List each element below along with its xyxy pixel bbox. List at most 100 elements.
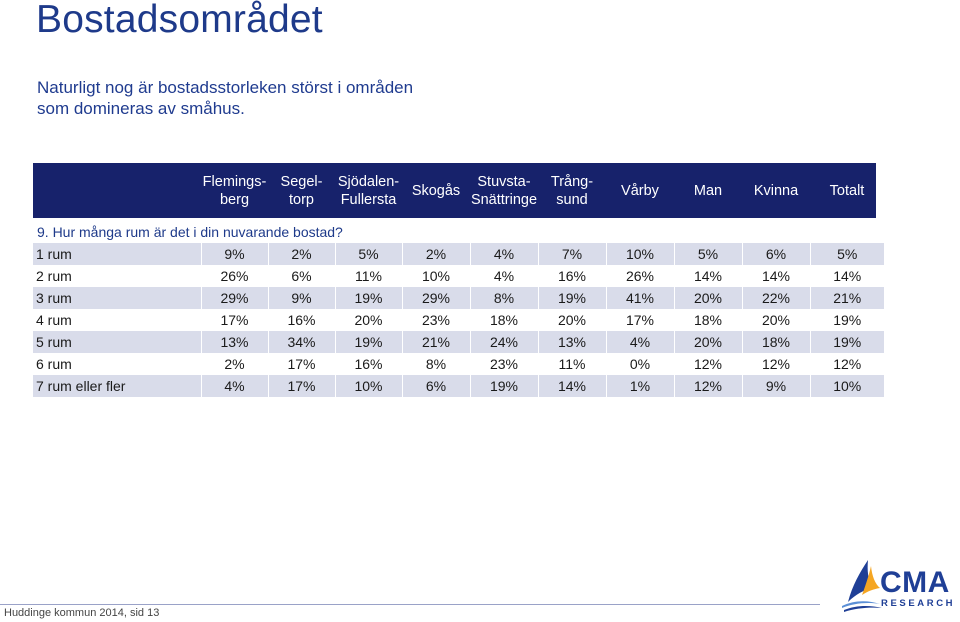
table-cell: 8% [401, 353, 470, 375]
column-header: Sjödalen- Fullersta [335, 163, 402, 218]
table-cell: 23% [401, 309, 470, 331]
column-header: Trång-sund [538, 163, 606, 218]
footer-text: Huddinge kommun 2014, sid 13 [4, 607, 160, 619]
table-cell: 8% [469, 287, 538, 309]
table-cell: 14% [537, 375, 606, 397]
column-header-label: Totalt [830, 182, 865, 200]
table-row: 7 rum eller fler 4% 17% 10% 6% 19% 14% 1% 12% 9% 1… [33, 375, 884, 397]
column-header: Man [674, 163, 742, 218]
table-cell: 5% [809, 243, 884, 265]
table-cell: 18% [469, 309, 538, 331]
table-cell: 16% [267, 309, 335, 331]
row-label: 2 rum [36, 268, 72, 284]
column-header: Totalt [810, 163, 884, 218]
row-label: 4 rum [36, 312, 72, 328]
table-cell: 18% [673, 309, 742, 331]
cma-logo-sail-icon [842, 560, 882, 612]
row-label: 7 rum eller fler [33, 375, 201, 397]
table-cell: 20% [537, 309, 606, 331]
column-header: Stuvsta- Snättringe [470, 163, 538, 218]
row-label: 5 rum [33, 331, 201, 353]
column-header-line: Vårby [621, 182, 659, 199]
table-cell: 11% [537, 353, 606, 375]
column-header-line: Kvinna [753, 182, 799, 199]
column-header: Flemings-berg [201, 163, 268, 218]
table-cell: 26% [200, 265, 268, 287]
table-cell: 19% [334, 287, 402, 309]
table-cell: 23% [469, 353, 538, 375]
column-header: Skogås [402, 163, 470, 218]
column-header-line: Segel- [280, 173, 323, 190]
column-header: Kvinna [742, 163, 810, 218]
table-cell: 20% [741, 309, 810, 331]
table-cell: 26% [605, 265, 674, 287]
table-row: 6 rum 2% 17% 16% 8% 23% 11% 0% 12% 12% 12% [33, 353, 884, 375]
table-cell: 9% [200, 243, 268, 265]
subtitle-line-2: som domineras av småhus. [37, 99, 245, 118]
table-cell: 19% [334, 331, 402, 353]
column-header-line: torp [288, 191, 314, 208]
column-header-label: Segel-torp [281, 173, 323, 209]
column-header-line: Totalt [829, 182, 865, 199]
table-cell: 9% [741, 375, 810, 397]
column-header-line: Flemings- [202, 173, 267, 190]
table-cell: 20% [673, 287, 742, 309]
table-cell: 5% [673, 243, 742, 265]
column-header-label: Man [694, 182, 722, 200]
table-cell: 22% [741, 287, 810, 309]
table-cell: 14% [741, 265, 810, 287]
table-cell: 10% [401, 265, 470, 287]
table-cell: 10% [809, 375, 884, 397]
column-header-label: Flemings-berg [203, 173, 267, 209]
column-header-line: Skogås [411, 182, 461, 199]
table-cell: 10% [334, 375, 402, 397]
table-cell: 2% [267, 243, 335, 265]
table-row: 4 rum 17% 16% 20% 23% 18% 20% 17% 18% 20% 19% [33, 309, 884, 331]
column-header-label: Vårby [621, 182, 659, 200]
table-header-band [33, 163, 876, 218]
table-cell: 17% [267, 375, 335, 397]
table-cell: 21% [809, 287, 884, 309]
table-cell: 6% [401, 375, 470, 397]
table-cell: 13% [537, 331, 606, 353]
table-cell: 6% [741, 243, 810, 265]
table-cell: 4% [469, 243, 538, 265]
row-label: 3 rum [33, 287, 201, 309]
table-cell: 19% [809, 309, 884, 331]
column-header: Vårby [606, 163, 674, 218]
column-header-line: Fullersta [340, 191, 397, 208]
subtitle-line-1: Naturligt nog är bostadsstorleken störst… [37, 78, 414, 97]
table-cell: 0% [605, 353, 674, 375]
table-cell: 13% [200, 331, 268, 353]
table-cell: 6% [267, 265, 335, 287]
table-cell: 12% [809, 353, 884, 375]
column-header-label: Trång-sund [551, 173, 593, 209]
table-cell: 17% [605, 309, 674, 331]
table-cell: 9% [267, 287, 335, 309]
footer-divider [0, 604, 820, 605]
results-table: 1 rum 9% 2% 5% 2% 4% 7% 10% 5% 6% 5% 2 rum 26% 6% 11% 1… [33, 243, 884, 397]
table-cell: 17% [200, 309, 268, 331]
table-cell: 2% [401, 243, 470, 265]
table-cell: 19% [537, 287, 606, 309]
table-cell: 12% [673, 375, 742, 397]
table-cell: 14% [809, 265, 884, 287]
table-cell: 2% [200, 353, 268, 375]
table-cell: 16% [334, 353, 402, 375]
logo-subtext: RESEARCH [881, 598, 956, 609]
table-cell: 11% [334, 265, 402, 287]
table-cell: 21% [401, 331, 470, 353]
page-subtitle: Naturligt nog är bostadsstorleken störst… [37, 77, 517, 119]
table-cell: 16% [537, 265, 606, 287]
table-cell: 24% [469, 331, 538, 353]
table-cell: 34% [267, 331, 335, 353]
table-cell: 17% [267, 353, 335, 375]
table-row: 2 rum 26% 6% 11% 10% 4% 16% 26% 14% 14% 14% [33, 265, 884, 287]
row-label: 6 rum [36, 356, 72, 372]
table-cell: 14% [673, 265, 742, 287]
survey-question: 9. Hur många rum är det i din nuvarande … [37, 224, 343, 240]
table-cell: 18% [741, 331, 810, 353]
column-header-label: Skogås [412, 182, 460, 200]
table-cell: 29% [401, 287, 470, 309]
column-header-line: Stuvsta- [477, 173, 531, 190]
